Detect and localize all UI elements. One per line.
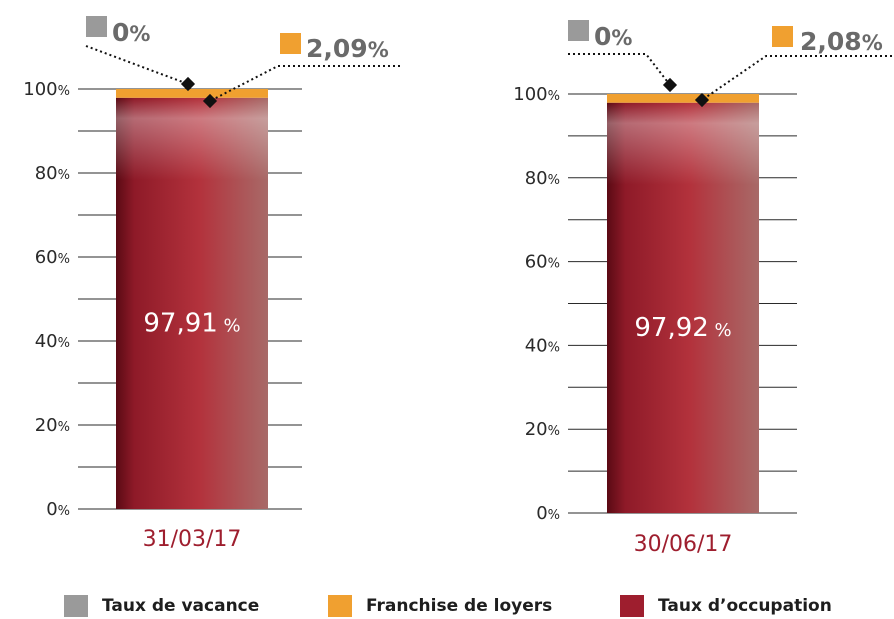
legend-item-franchise: Franchise de loyers [328,594,552,618]
legend-swatch-vacance [64,595,88,617]
y-tick-label: 20% [525,419,560,440]
y-tick-value: 80 [35,163,58,184]
chart-2: 0%20%40%60%80%100%97,92 %30/06/170% 2,08% [513,20,892,557]
bar-value-unit: % [218,315,241,336]
y-tick-unit: % [548,508,560,523]
bar-value-number: 97,92 [634,313,708,343]
y-tick-label: 40% [525,335,560,356]
y-tick-unit: % [58,84,70,99]
vacance-callout-swatch [86,16,107,37]
y-tick-unit: % [58,168,70,183]
bar-occupation-glow [607,102,759,185]
vacance-callout-label: 0% [112,18,150,47]
y-tick-value: 80 [525,168,548,189]
franchise-callout-unit: % [368,38,389,62]
y-tick-value: 100 [513,84,547,105]
bar-franchise [607,94,759,103]
franchise-callout-value: 2,09 [306,34,368,63]
y-tick-label: 100% [23,79,70,100]
y-tick-unit: % [58,420,70,435]
bar-value-unit: % [709,320,732,341]
vacance-callout-unit: % [129,22,150,46]
legend-item-vacance: Taux de vacance [64,594,259,618]
bar-value-label: 97,92 % [634,313,731,343]
y-tick-unit: % [548,89,560,104]
y-tick-unit: % [548,173,560,188]
franchise-callout-swatch [280,33,301,54]
category-label: 31/03/17 [143,527,242,552]
y-tick-value: 40 [35,331,58,352]
vacance-callout-label: 0% [594,22,632,51]
y-tick-value: 20 [35,415,58,436]
y-tick-value: 60 [525,252,548,273]
legend-item-occupation: Taux d’occupation [620,594,832,618]
y-tick-label: 80% [525,168,560,189]
franchise-callout-label: 2,09% [306,34,389,63]
vacance-callout-unit: % [611,26,632,50]
chart-1: 0%20%40%60%80%100%97,91 %31/03/170% 2,09% [23,16,400,552]
y-tick-value: 40 [525,335,548,356]
y-tick-label: 100% [513,84,560,105]
vacance-callout-leader [85,45,189,85]
bar-franchise [116,89,268,98]
y-tick-value: 100 [23,79,57,100]
y-tick-unit: % [58,504,70,519]
legend-swatch-occupation [620,595,644,617]
y-tick-label: 20% [35,415,70,436]
y-tick-label: 60% [35,247,70,268]
franchise-callout-marker [694,92,710,108]
franchise-callout-leader [209,65,400,102]
bar-value-number: 97,91 [143,308,217,338]
y-tick-label: 80% [35,163,70,184]
vacance-callout-value: 0 [594,22,611,51]
y-tick-value: 60 [35,247,58,268]
y-tick-unit: % [58,252,70,267]
legend-swatch-franchise [328,595,352,617]
franchise-callout-label: 2,08% [800,27,883,56]
legend-label-vacance: Taux de vacance [102,596,260,616]
legend-label-occupation: Taux d’occupation [658,596,832,616]
franchise-callout-swatch [772,26,793,47]
legend: Taux de vacance Franchise de loyers Taux… [0,594,894,618]
franchise-callout-value: 2,08 [800,27,862,56]
franchise-callout-unit: % [862,31,883,55]
bar-value-label: 97,91 % [143,308,240,338]
vacance-callout-swatch [568,20,589,41]
y-tick-value: 0 [536,503,547,524]
y-tick-unit: % [548,257,560,272]
y-tick-label: 0% [46,499,70,520]
vacance-callout-value: 0 [112,18,129,47]
bar-occupation-glow [116,97,268,181]
y-tick-label: 0% [536,503,560,524]
category-label: 30/06/17 [634,532,733,557]
legend-label-franchise: Franchise de loyers [366,596,553,616]
vacance-callout-leader [568,53,671,86]
y-tick-unit: % [548,424,560,439]
vacance-callout-marker [662,77,678,93]
y-tick-unit: % [58,336,70,351]
y-tick-unit: % [548,340,560,355]
franchise-callout-leader [701,55,892,101]
y-tick-value: 0 [46,499,57,520]
y-tick-label: 40% [35,331,70,352]
y-tick-value: 20 [525,419,548,440]
y-tick-label: 60% [525,252,560,273]
